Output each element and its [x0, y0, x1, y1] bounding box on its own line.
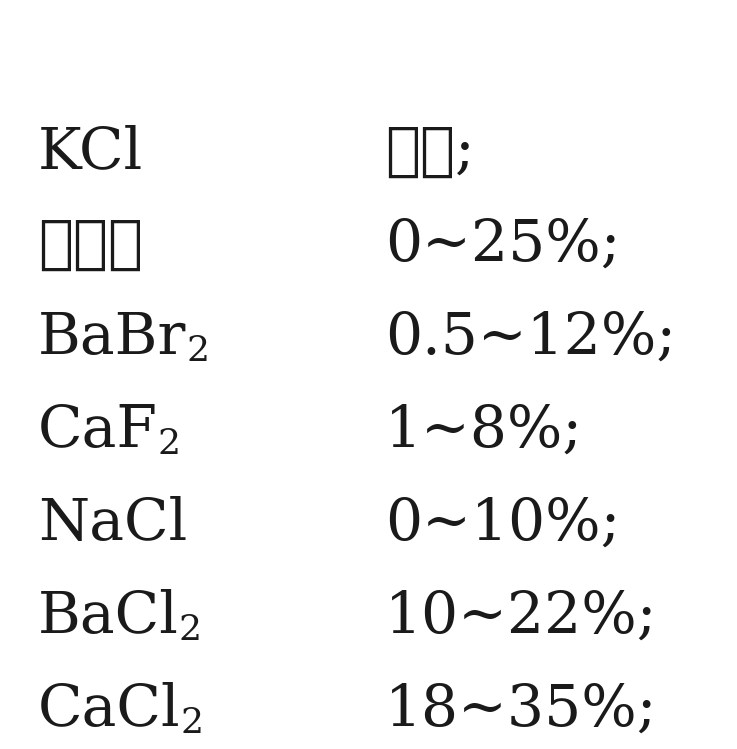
Text: BaBr: BaBr [38, 310, 186, 366]
Text: CaF: CaF [38, 403, 158, 459]
Text: 0~25%;: 0~25%; [385, 217, 621, 273]
Text: NaCl: NaCl [38, 496, 187, 552]
Text: 0.5~12%;: 0.5~12%; [385, 310, 676, 366]
Text: 2: 2 [186, 333, 209, 368]
Text: 2: 2 [179, 613, 202, 646]
Text: 渴化物: 渴化物 [38, 217, 143, 273]
Text: BaCl: BaCl [38, 589, 179, 645]
Text: KCl: KCl [38, 124, 143, 180]
Text: 余量;: 余量; [385, 124, 475, 180]
Text: 0~10%;: 0~10%; [385, 496, 621, 552]
Text: 1~8%;: 1~8%; [385, 403, 583, 459]
Text: 10~22%;: 10~22%; [385, 589, 657, 645]
Text: 2: 2 [181, 706, 203, 739]
Text: 18~35%;: 18~35%; [385, 682, 657, 738]
Text: 2: 2 [158, 427, 181, 461]
Text: CaCl: CaCl [38, 682, 181, 738]
